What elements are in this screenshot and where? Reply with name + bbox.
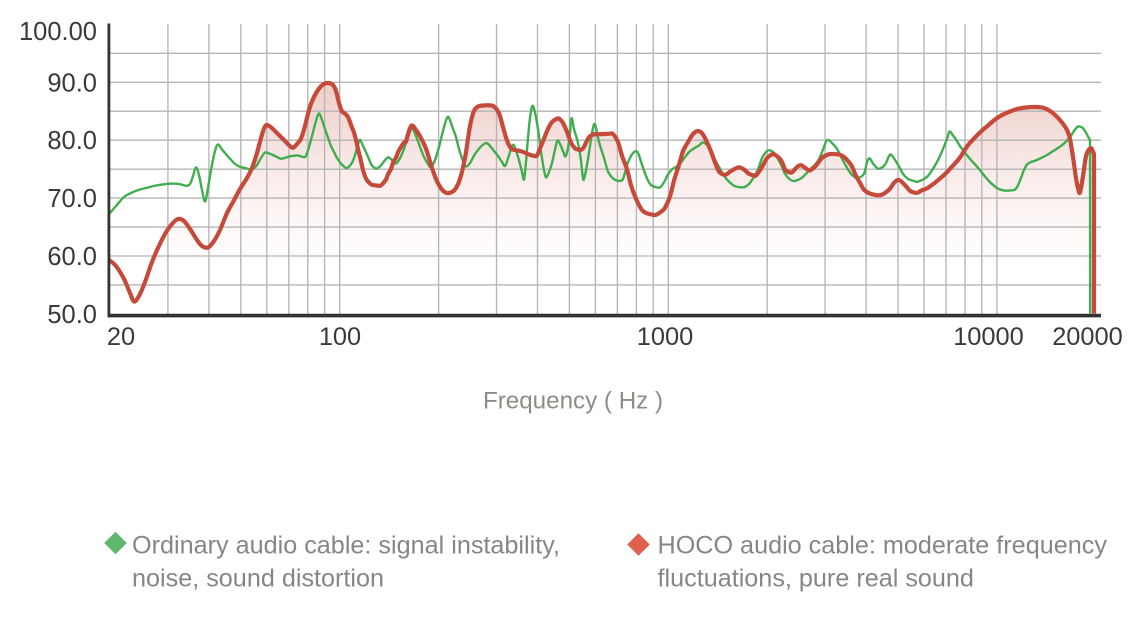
svg-text:HOCO audio cable: moderate fre: HOCO audio cable: moderate frequency [658, 532, 1108, 560]
svg-text:50.0: 50.0 [47, 301, 97, 329]
svg-text:70.0: 70.0 [47, 185, 97, 213]
svg-text:20: 20 [107, 323, 135, 351]
svg-text:fluctuations, pure real sound: fluctuations, pure real sound [658, 564, 974, 592]
svg-text:100.00: 100.00 [19, 18, 97, 46]
svg-text:Frequency ( Hz ): Frequency ( Hz ) [483, 388, 663, 415]
svg-text:60.0: 60.0 [47, 243, 97, 271]
svg-text:1000: 1000 [637, 323, 693, 351]
svg-text:noise, sound distortion: noise, sound distortion [132, 564, 384, 592]
svg-text:100: 100 [319, 323, 361, 351]
svg-text:Ordinary audio cable: signal i: Ordinary audio cable: signal instability… [132, 532, 560, 560]
svg-text:20000: 20000 [1052, 323, 1123, 351]
svg-text:90.0: 90.0 [47, 69, 97, 97]
svg-text:10000: 10000 [953, 323, 1024, 351]
svg-text:80.0: 80.0 [47, 127, 97, 155]
